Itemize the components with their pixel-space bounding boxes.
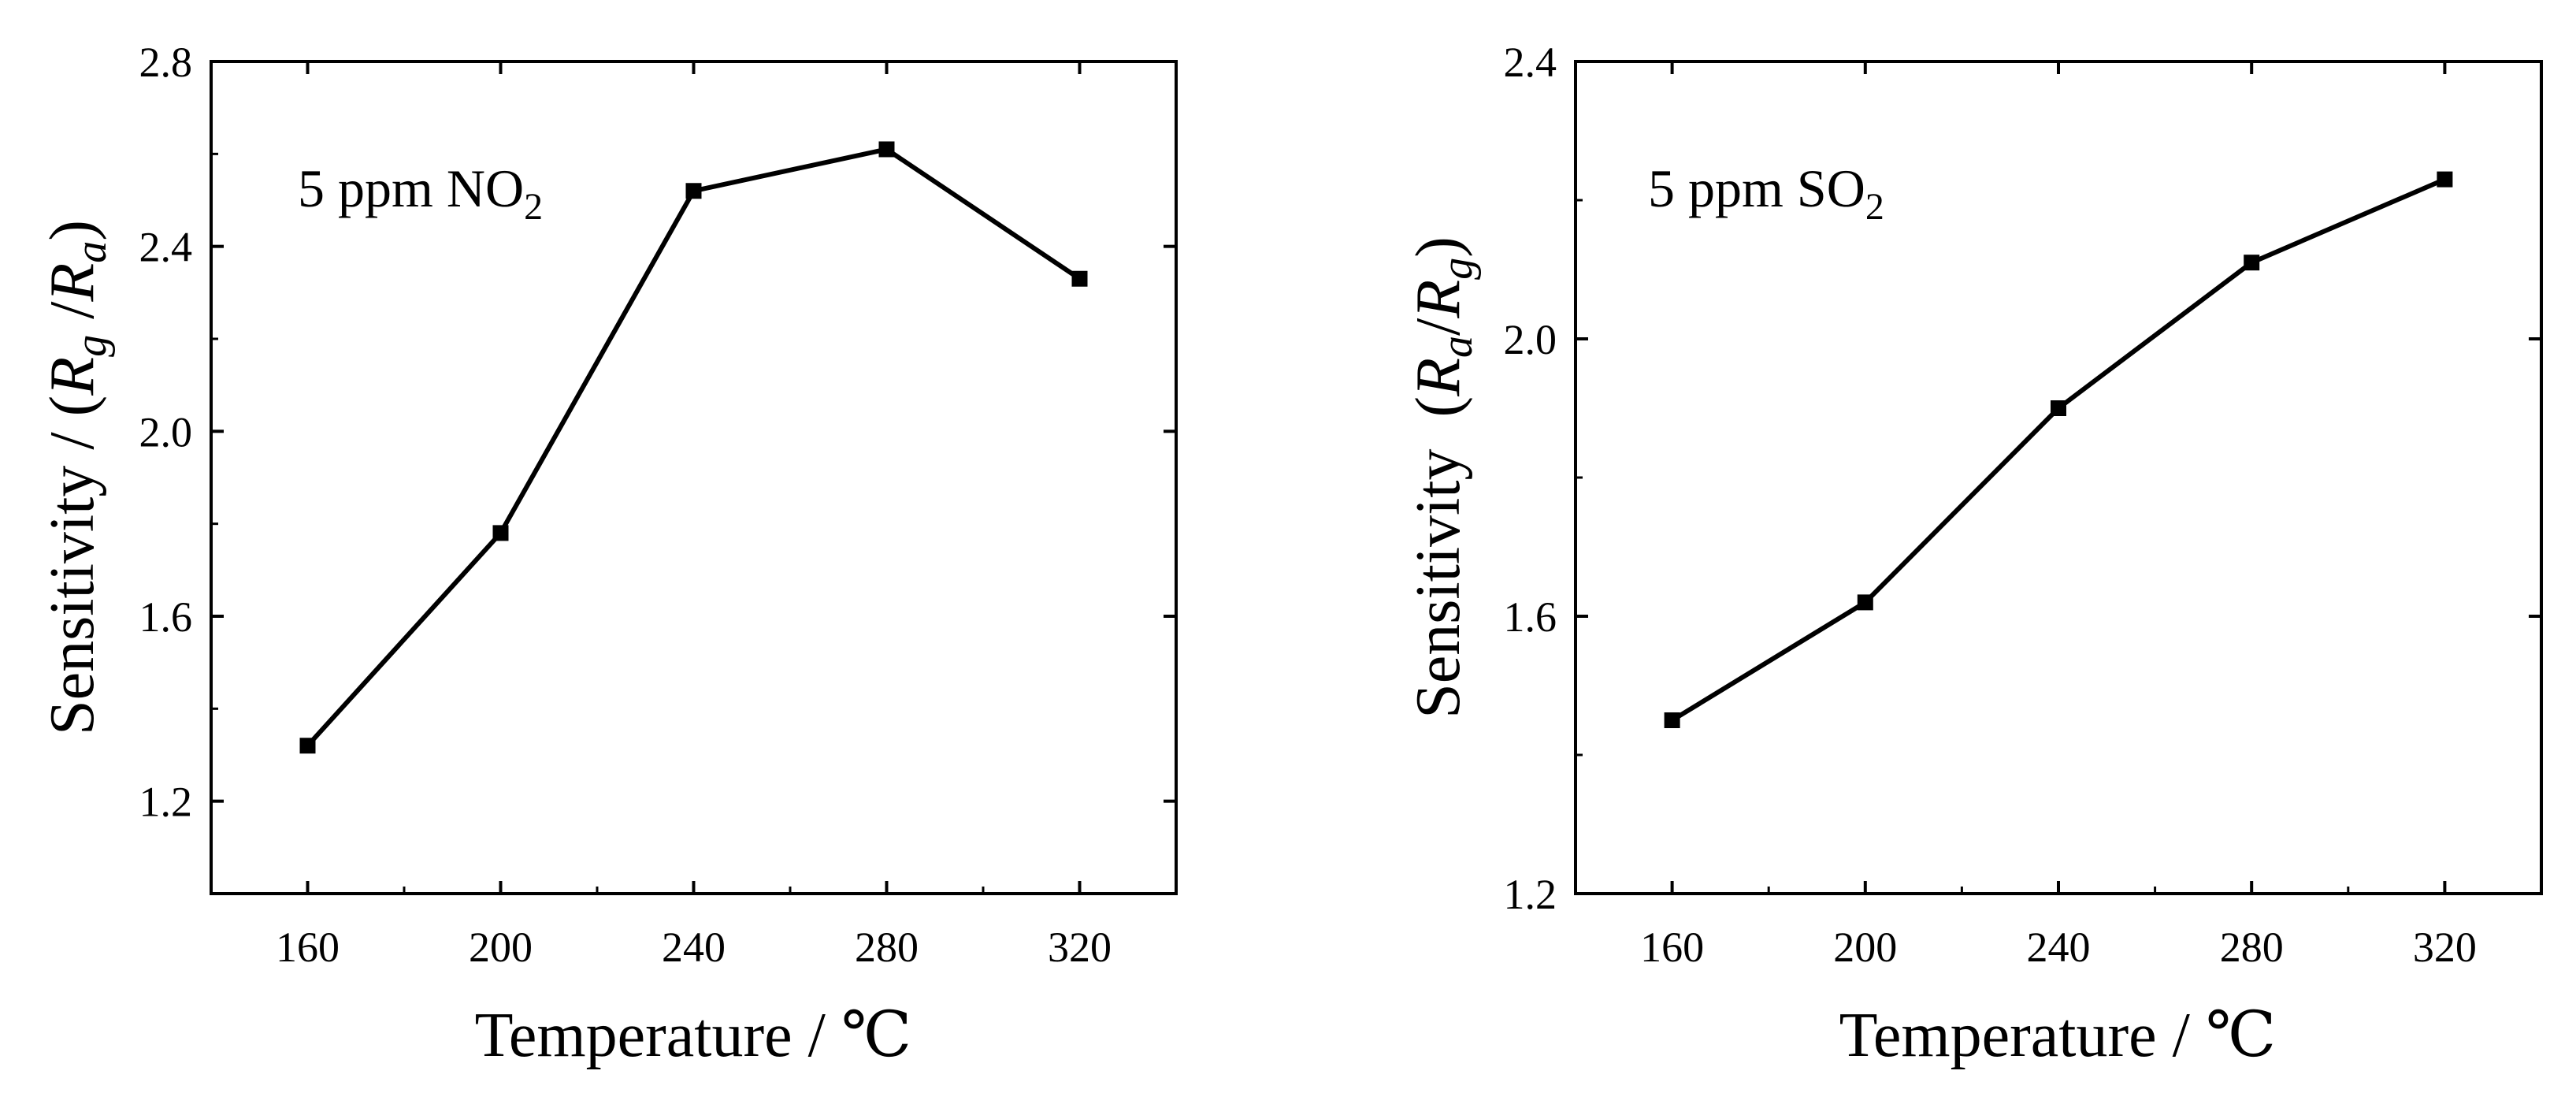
- y-axis-title-den: R: [1404, 280, 1473, 319]
- y-axis-title-den-sub: a: [67, 241, 116, 263]
- annotation-text: 5 ppm NO: [298, 158, 524, 218]
- data-point: [1857, 594, 1873, 611]
- data-point: [492, 525, 509, 541]
- chart-no2: 1.2 1.6 2.0 2.4 2.8 160 200 240 280 320 …: [38, 39, 1178, 1070]
- y-axis-title-prefix: Sensitivity / (: [38, 396, 107, 735]
- y-axis-title-suffix: ): [38, 220, 107, 241]
- y-tick-label: 1.2: [1504, 871, 1557, 918]
- annotation-subscript: 2: [1865, 186, 1884, 228]
- x-tick-label: 160: [276, 924, 340, 971]
- y-axis-title-den-sub: g: [1433, 258, 1482, 280]
- y-tick-label: 2.0: [139, 408, 193, 455]
- data-point: [1071, 270, 1088, 287]
- tick-marks: [211, 60, 1176, 894]
- annotation-text: 5 ppm SO: [1648, 158, 1865, 218]
- y-tick-labels: 1.2 1.6 2.0 2.4: [1504, 39, 1557, 918]
- data-point: [2437, 171, 2453, 188]
- data-points: [299, 141, 1088, 754]
- series-line: [1671, 177, 2446, 723]
- y-axis-title-suffix: ): [1404, 236, 1473, 258]
- y-axis-title-slash: /: [38, 301, 107, 335]
- x-tick-labels: 160 200 240 280 320: [276, 924, 1112, 971]
- y-axis-title-prefix: Sensitivity (: [1404, 396, 1473, 719]
- x-tick-label: 320: [1048, 924, 1112, 971]
- tick-marks: [1576, 60, 2541, 895]
- y-tick-label: 2.8: [139, 39, 193, 86]
- x-tick-label: 200: [1833, 924, 1897, 971]
- data-point: [2244, 255, 2260, 271]
- y-axis-title-num-sub: a: [1433, 336, 1482, 358]
- y-axis-title-slash: /: [1404, 318, 1473, 336]
- data-points: [1664, 171, 2453, 728]
- data-point: [1664, 712, 1680, 728]
- x-axis-title: Temperature / ℃: [475, 1001, 912, 1070]
- data-point: [878, 141, 895, 158]
- y-tick-label: 2.4: [1504, 39, 1557, 86]
- x-tick-label: 280: [2220, 924, 2284, 971]
- x-tick-label: 320: [2413, 924, 2477, 971]
- x-tick-label: 240: [662, 924, 726, 971]
- annotation-subscript: 2: [524, 186, 543, 228]
- x-tick-label: 160: [1640, 924, 1704, 971]
- x-axis-title: Temperature / ℃: [1839, 1001, 2277, 1070]
- y-axis-title-num-sub: g: [67, 335, 116, 357]
- x-tick-label: 200: [469, 924, 533, 971]
- x-tick-labels: 160 200 240 280 320: [1640, 924, 2477, 971]
- y-tick-label: 1.2: [139, 779, 193, 826]
- data-point: [685, 183, 702, 199]
- y-axis-title-num: R: [38, 357, 107, 396]
- annotation: 5 ppm NO2: [298, 158, 543, 228]
- y-tick-labels: 1.2 1.6 2.0 2.4 2.8: [139, 39, 193, 826]
- data-point: [299, 738, 316, 754]
- y-tick-label: 1.6: [1504, 593, 1557, 641]
- y-tick-label: 1.6: [139, 593, 193, 641]
- y-tick-label: 2.4: [139, 224, 193, 271]
- x-tick-label: 280: [855, 924, 919, 971]
- series-line: [306, 147, 1082, 748]
- x-tick-label: 240: [2027, 924, 2091, 971]
- y-axis-title-num: R: [1404, 358, 1473, 397]
- y-tick-label: 2.0: [1504, 316, 1557, 363]
- y-axis-title-den: R: [38, 263, 107, 303]
- y-axis-title: Sensitivity (Ra/Rg): [1404, 236, 1482, 719]
- chart-so2: 1.2 1.6 2.0 2.4 160 200 240 280 320 5 pp…: [1404, 39, 2543, 1070]
- y-axis-title: Sensitivity / (Rg /Ra): [38, 220, 116, 735]
- annotation: 5 ppm SO2: [1648, 158, 1884, 228]
- data-point: [2051, 400, 2066, 416]
